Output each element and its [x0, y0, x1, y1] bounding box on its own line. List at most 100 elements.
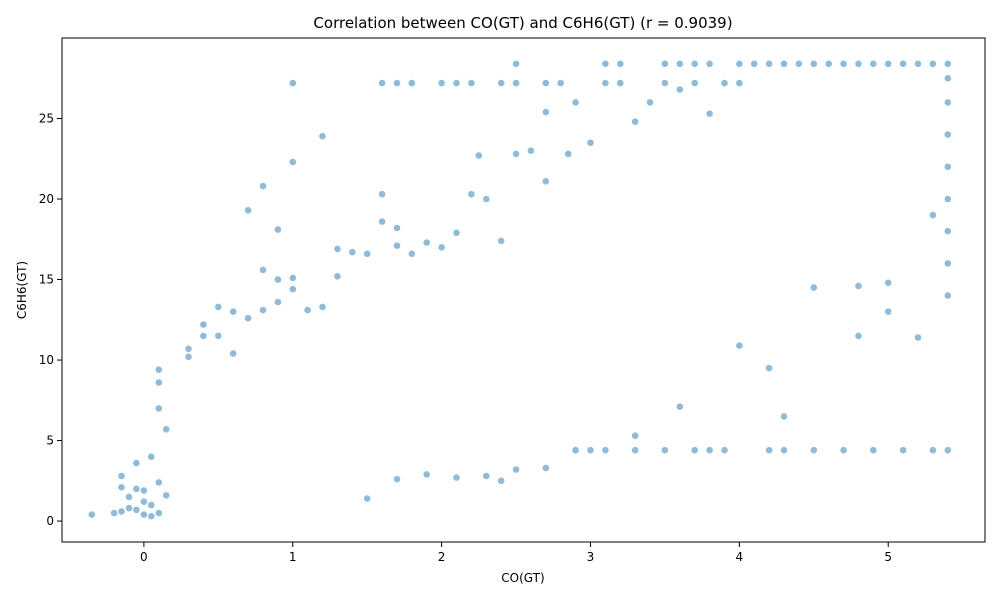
- scatter-point: [259, 306, 267, 314]
- scatter-point: [675, 85, 684, 94]
- scatter-point: [601, 446, 610, 455]
- scatter-point: [147, 512, 156, 521]
- scatter-point: [348, 248, 357, 257]
- scatter-point: [273, 225, 282, 234]
- scatter-point: [139, 510, 148, 519]
- scatter-point: [273, 298, 282, 306]
- scatter-point: [571, 446, 580, 455]
- scatter-point: [214, 302, 223, 311]
- scatter-point: [884, 59, 893, 68]
- scatter-point: [512, 79, 520, 87]
- scatter-point: [512, 465, 520, 474]
- scatter-point: [809, 59, 818, 68]
- scatter-point: [929, 211, 937, 219]
- scatter-point: [809, 446, 818, 455]
- scatter-point: [765, 59, 773, 68]
- scatter-point: [125, 504, 133, 513]
- x-tick-label: 1: [289, 550, 297, 564]
- scatter-point: [437, 79, 446, 87]
- scatter-point: [586, 446, 595, 455]
- scatter-point: [780, 412, 788, 421]
- scatter-point: [541, 79, 550, 87]
- scatter-point: [869, 59, 878, 68]
- scatter-point: [162, 491, 171, 500]
- scatter-point: [616, 59, 625, 68]
- scatter-point: [564, 149, 573, 158]
- scatter-point: [259, 265, 267, 274]
- scatter-point: [147, 452, 156, 461]
- scatter-point: [661, 446, 669, 455]
- scatter-point: [943, 98, 952, 107]
- x-tick-label: 2: [438, 550, 446, 564]
- scatter-point: [393, 241, 401, 250]
- y-axis-ticks: 0 5 10 15 20 25: [39, 112, 62, 528]
- scatter-point: [244, 314, 252, 323]
- scatter-point: [705, 446, 714, 455]
- scatter-point: [393, 475, 401, 484]
- scatter-point: [541, 108, 550, 116]
- scatter-point: [132, 459, 141, 467]
- scatter-point: [943, 195, 952, 203]
- scatter-point: [229, 307, 238, 316]
- scatter-point: [393, 79, 401, 87]
- scatter-point: [735, 79, 744, 87]
- scatter-point: [363, 494, 372, 503]
- chart-title: Correlation between CO(GT) and C6H6(GT) …: [313, 14, 732, 32]
- x-axis-ticks: 0 1 2 3 4 5: [140, 542, 892, 564]
- scatter-point: [646, 98, 654, 107]
- scatter-point: [586, 138, 595, 147]
- scatter-point: [288, 79, 297, 87]
- scatter-point: [318, 132, 327, 141]
- scatter-point: [467, 79, 476, 87]
- scatter-point: [943, 259, 952, 268]
- scatter-point: [541, 177, 550, 186]
- scatter-point: [378, 217, 386, 226]
- scatter-point: [839, 59, 848, 68]
- scatter-point: [765, 364, 773, 372]
- y-tick-label: 20: [39, 192, 54, 206]
- scatter-point: [184, 352, 193, 361]
- scatter-point: [735, 59, 744, 68]
- scatter-point: [512, 149, 520, 158]
- scatter-point: [854, 282, 863, 290]
- scatter-point: [720, 446, 729, 455]
- scatter-point: [422, 238, 431, 247]
- scatter-point: [139, 497, 148, 506]
- scatter-point: [854, 331, 863, 340]
- scatter-point: [132, 484, 141, 493]
- scatter-point: [884, 278, 893, 287]
- y-tick-label: 10: [39, 353, 54, 367]
- scatter-point: [929, 59, 937, 68]
- scatter-point: [87, 510, 96, 519]
- scatter-point: [661, 59, 669, 68]
- scatter-point: [482, 195, 491, 203]
- scatter-point: [154, 478, 163, 487]
- scatter-point: [482, 472, 491, 480]
- scatter-point: [154, 365, 163, 374]
- scatter-point: [943, 227, 952, 236]
- scatter-point: [869, 446, 878, 455]
- scatter-point: [556, 79, 565, 87]
- scatter-point: [125, 492, 133, 501]
- scatter-point: [117, 507, 126, 516]
- scatter-point: [288, 158, 297, 166]
- y-axis-label: C6H6(GT): [15, 261, 29, 319]
- scatter-point: [720, 79, 729, 87]
- scatter-point: [795, 59, 803, 68]
- scatter-point: [318, 302, 327, 311]
- scatter-point: [162, 425, 171, 434]
- scatter-point: [824, 59, 833, 68]
- scatter-point: [378, 190, 386, 199]
- plot-frame: [61, 37, 986, 543]
- y-tick-label: 15: [39, 273, 54, 287]
- scatter-point: [765, 446, 773, 455]
- scatter-point: [571, 98, 580, 107]
- x-tick-label: 5: [884, 550, 892, 564]
- scatter-point: [117, 472, 126, 480]
- scatter-point: [661, 79, 669, 87]
- scatter-point: [512, 59, 520, 68]
- scatter-point: [393, 224, 401, 232]
- scatter-point: [154, 378, 163, 387]
